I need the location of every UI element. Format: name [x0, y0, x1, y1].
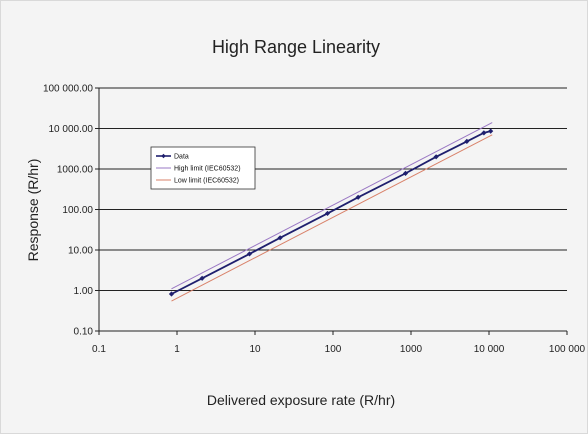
- legend-label: Data: [174, 154, 189, 161]
- y-tick-label: 10 000.00: [49, 124, 94, 135]
- y-tick-label: 100 000.00: [43, 84, 93, 95]
- tick-labels: 0.10 1.00 10.00 100.00 1000.00 10 000.00 100 0…: [43, 84, 586, 356]
- x-tick-label: 0.1: [92, 344, 106, 355]
- chart-title: High Range Linearity: [212, 37, 380, 57]
- data-point: [433, 154, 439, 160]
- y-tick-label: 10.00: [68, 246, 93, 257]
- x-tick-label: 100 000: [549, 344, 586, 355]
- data-point: [277, 235, 283, 241]
- data-point: [464, 138, 470, 145]
- x-tick-label: 10 000: [474, 344, 505, 355]
- legend-label: Low limit (IEC60532): [174, 178, 239, 185]
- y-tick-label: 100.00: [62, 205, 93, 216]
- x-tick-label: 100: [325, 344, 342, 355]
- legend-label: High limit (IEC60532): [174, 166, 241, 173]
- data-point: [324, 210, 331, 217]
- data-point: [488, 128, 494, 134]
- data-point: [355, 194, 361, 200]
- series-line-high-limit-iec60532: [171, 122, 493, 290]
- data-point: [246, 251, 253, 257]
- data-point: [481, 130, 487, 136]
- x-axis-label: Delivered exposure rate (R/hr): [207, 392, 395, 408]
- legend-marker: [161, 153, 166, 159]
- y-tick-label: 1.00: [74, 286, 94, 297]
- series-layer: [168, 122, 494, 302]
- grid-layer: [99, 87, 567, 332]
- x-tick-label: 1: [174, 344, 180, 355]
- y-axis-label: Response (R/hr): [25, 159, 41, 262]
- x-tick-label: 1000: [400, 344, 423, 355]
- x-tick-label: 10: [249, 344, 261, 355]
- series-line-low-limit-iec60532: [171, 134, 493, 302]
- y-tick-label: 0.10: [74, 327, 94, 338]
- data-point: [402, 170, 409, 176]
- data-point: [199, 275, 205, 281]
- legend: Data High limit (IEC60532) Low limit (IEC6…: [150, 146, 256, 190]
- data-point: [168, 291, 175, 297]
- axes-layer: [95, 87, 568, 335]
- y-tick-label: 1000.00: [57, 165, 94, 176]
